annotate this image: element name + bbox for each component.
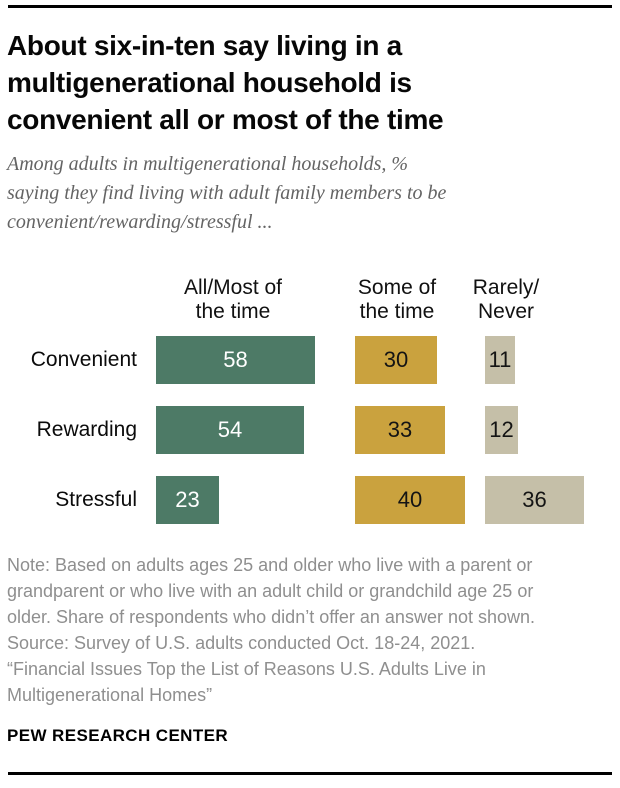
bar-convenient-rarely-never: 11	[485, 336, 515, 384]
bar-value-label: 12	[489, 417, 514, 442]
bar-rewarding-all-most-of-the-time: 54	[156, 406, 304, 454]
bar-value-label: 54	[217, 417, 243, 442]
bar-value-label: 36	[522, 487, 547, 512]
chart-subtitle: Among adults in multigenerational househ…	[7, 153, 447, 233]
bar-stressful-rarely-never: 36	[485, 476, 584, 524]
bar-value-label: 40	[397, 487, 423, 512]
bar-stressful-all-most-of-the-time: 23	[156, 476, 219, 524]
brand-label: PEW RESEARCH CENTER	[7, 726, 229, 745]
bar-value-label: 11	[488, 347, 512, 372]
bottom-rule	[8, 772, 612, 775]
bar-rewarding-some-of-the-time: 33	[355, 406, 445, 454]
bar-stressful-some-of-the-time: 40	[355, 476, 465, 524]
row-label-convenient: Convenient	[30, 348, 137, 371]
note-and-source-text: Note: Based on adults ages 25 and older …	[7, 555, 536, 705]
column-header-some-of-the-time: Some of the time	[357, 276, 437, 323]
bar-value-label: 33	[387, 417, 413, 442]
row-label-rewarding: Rewarding	[36, 418, 137, 441]
column-header-rarely-never: Rarely/ Never	[472, 276, 540, 323]
page-title: About six-in-ten say living in a multige…	[7, 30, 444, 135]
bar-value-label: 58	[223, 347, 248, 372]
top-rule	[8, 5, 612, 8]
bar-rewarding-rarely-never: 12	[485, 406, 518, 454]
bar-convenient-all-most-of-the-time: 58	[156, 336, 315, 384]
row-label-stressful: Stressful	[55, 488, 137, 511]
bar-value-label: 23	[175, 487, 200, 512]
bar-value-label: 30	[383, 347, 409, 372]
column-header-all-most-of-the-time: All/Most of the time	[183, 276, 283, 323]
bar-convenient-some-of-the-time: 30	[355, 336, 437, 384]
